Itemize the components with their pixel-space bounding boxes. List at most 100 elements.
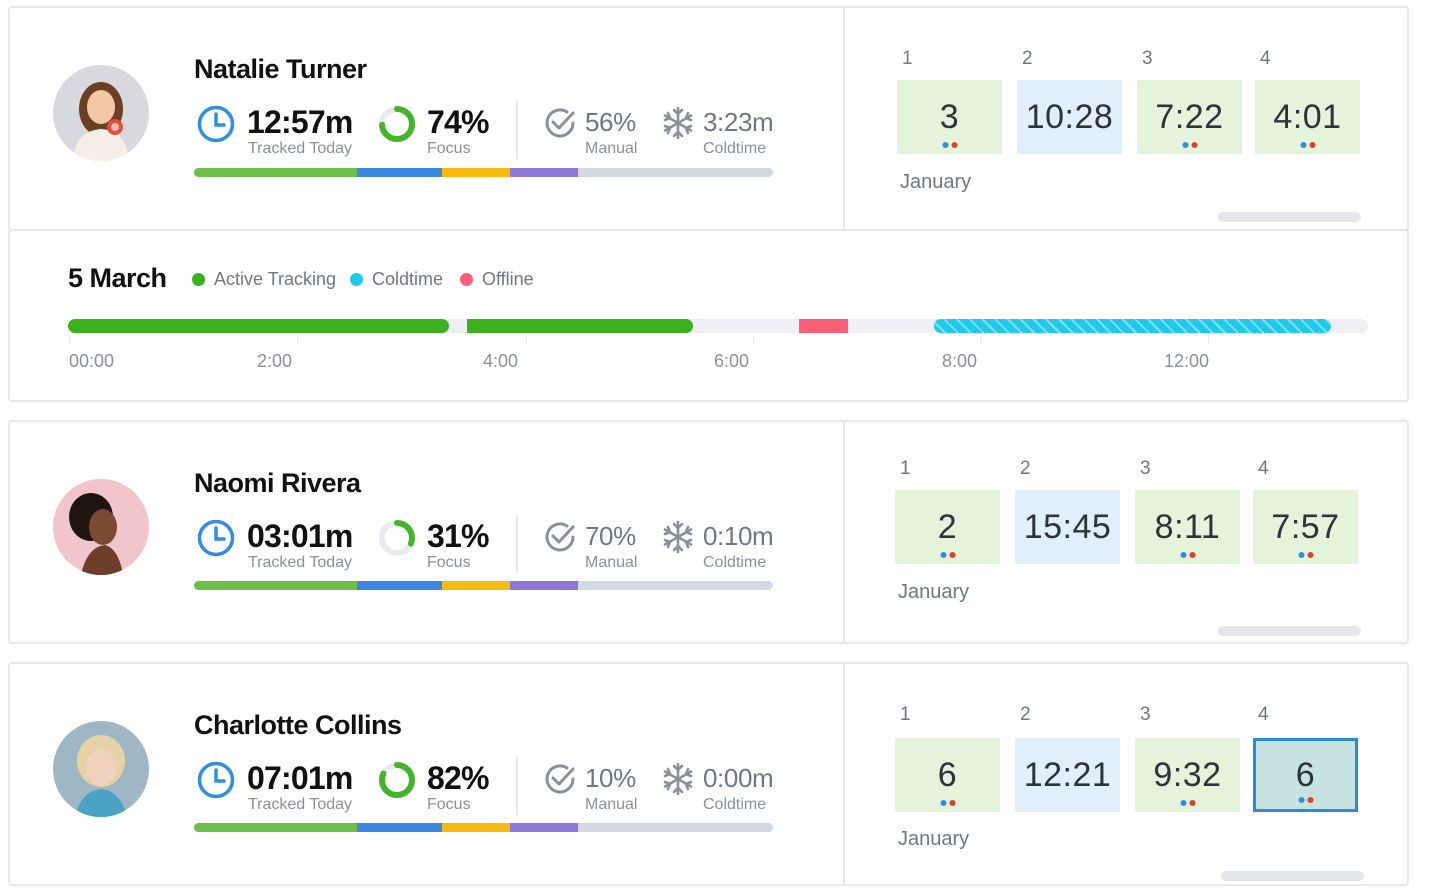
cell-value: 4:01 xyxy=(1273,97,1342,136)
user-summary: Charlotte Collins 07:01m Tracked Today 8… xyxy=(10,664,845,884)
column-number: 1 xyxy=(900,458,911,479)
coldtime-label: Coldtime xyxy=(703,140,767,157)
column-number: 3 xyxy=(1140,704,1151,725)
tick-label: 6:00 xyxy=(714,351,750,371)
calendar-cell[interactable]: 6 xyxy=(895,738,1000,812)
manual-label: Manual xyxy=(585,140,638,157)
activity-progress-bar xyxy=(194,581,773,590)
legend-label: Active Tracking xyxy=(214,269,337,289)
activity-progress-bar xyxy=(194,168,773,177)
calendar-panel: 1 2 3 4 3 10:28 7:22 4:01 January xyxy=(843,8,1407,229)
column-number: 4 xyxy=(1260,48,1271,69)
tick-label: 8:00 xyxy=(942,351,978,371)
tick-label: 2:00 xyxy=(257,351,293,371)
column-number: 4 xyxy=(1258,704,1269,725)
status-dots xyxy=(1182,142,1197,148)
column-number: 2 xyxy=(1020,704,1031,725)
offline-segment[interactable] xyxy=(799,319,848,333)
column-number: 1 xyxy=(902,48,913,69)
column-number: 3 xyxy=(1140,458,1151,479)
cell-value: 6 xyxy=(1295,755,1316,794)
manual-value: 56% xyxy=(585,107,636,137)
coldtime-segment[interactable] xyxy=(934,319,1331,333)
cell-value: 6 xyxy=(937,755,958,794)
tracked-time: 12:57m xyxy=(247,104,353,140)
timeline-track[interactable] xyxy=(68,319,1368,333)
user-card-natalie: Natalie Turner 12:57m Tracked Today 74% … xyxy=(8,6,1409,231)
calendar-cell[interactable]: 15:45 xyxy=(1015,490,1120,564)
timeline-date: 5 March xyxy=(68,263,167,293)
calendar-cell[interactable]: 9:32 xyxy=(1135,738,1240,812)
column-number: 2 xyxy=(1020,458,1031,479)
user-card-charlotte: Charlotte Collins 07:01m Tracked Today 8… xyxy=(8,662,1409,886)
active-segment[interactable] xyxy=(467,319,693,333)
tick-mark xyxy=(69,337,70,345)
tick-mark xyxy=(980,337,981,345)
day-timeline-card: 5 March Active Tracking Coldtime Offline… xyxy=(8,229,1409,402)
calendar-cell[interactable]: 2 xyxy=(895,490,1000,564)
manual-label: Manual xyxy=(585,554,638,571)
cell-value: 15:45 xyxy=(1023,507,1112,546)
manual-label: Manual xyxy=(585,796,638,813)
avatar[interactable] xyxy=(53,65,149,161)
clock-icon xyxy=(197,519,235,557)
coldtime-label: Coldtime xyxy=(703,554,767,571)
focus-label: Focus xyxy=(427,796,471,813)
calendar-cell-selected[interactable]: 6 xyxy=(1253,738,1358,812)
focus-value: 74% xyxy=(427,104,489,140)
activity-progress-bar xyxy=(194,823,773,832)
horizontal-scrollbar[interactable] xyxy=(1221,871,1364,881)
legend-dot xyxy=(192,273,205,286)
active-segment[interactable] xyxy=(68,319,449,333)
tick-label: 00:00 xyxy=(69,351,115,371)
user-name[interactable]: Natalie Turner xyxy=(194,54,367,84)
calendar-cell[interactable]: 7:22 xyxy=(1137,80,1242,154)
legend-label: Coldtime xyxy=(372,269,444,289)
user-summary: Naomi Rivera 03:01m Tracked Today 31% Fo… xyxy=(10,422,845,642)
calendar-cell[interactable]: 7:57 xyxy=(1253,490,1358,564)
avatar[interactable] xyxy=(53,479,149,575)
horizontal-scrollbar[interactable] xyxy=(1218,212,1361,222)
column-number: 1 xyxy=(900,704,911,725)
status-dots xyxy=(1180,800,1195,806)
focus-value: 31% xyxy=(427,518,489,554)
focus-label: Focus xyxy=(427,554,471,571)
focus-value: 82% xyxy=(427,760,489,796)
tick-label: 12:00 xyxy=(1164,351,1210,371)
coldtime-label: Coldtime xyxy=(703,796,767,813)
tracked-time: 07:01m xyxy=(247,760,353,796)
horizontal-scrollbar[interactable] xyxy=(1218,626,1361,636)
clock-icon xyxy=(197,105,235,143)
calendar-cell[interactable]: 4:01 xyxy=(1255,80,1360,154)
status-dots xyxy=(940,552,955,558)
legend-dot xyxy=(460,273,473,286)
tracked-time: 03:01m xyxy=(247,518,353,554)
focus-ring-icon xyxy=(379,106,415,142)
calendar-cell[interactable]: 8:11 xyxy=(1135,490,1240,564)
tick-mark xyxy=(753,337,754,345)
user-name[interactable]: Naomi Rivera xyxy=(194,468,361,498)
avatar[interactable] xyxy=(53,721,149,817)
legend-offline: Offline xyxy=(460,269,534,290)
tick-mark xyxy=(526,337,527,345)
status-dots xyxy=(1180,552,1195,558)
column-number: 3 xyxy=(1142,48,1153,69)
month-label: January xyxy=(898,581,970,603)
cell-value: 2 xyxy=(937,507,958,546)
legend-coldtime: Coldtime xyxy=(350,269,443,290)
calendar-cell[interactable]: 3 xyxy=(897,80,1002,154)
user-name[interactable]: Charlotte Collins xyxy=(194,710,402,740)
status-dots xyxy=(1298,797,1313,803)
column-number: 4 xyxy=(1258,458,1269,479)
legend-dot xyxy=(350,273,363,286)
month-label: January xyxy=(898,828,970,850)
month-label: January xyxy=(900,171,972,193)
calendar-panel: 1 2 3 4 6 12:21 9:32 6 January xyxy=(843,664,1407,884)
stats-divider xyxy=(516,757,518,815)
manual-value: 10% xyxy=(585,763,636,793)
status-dots xyxy=(1300,142,1315,148)
calendar-cell[interactable]: 12:21 xyxy=(1015,738,1120,812)
coldtime-value: 3:23m xyxy=(703,107,774,137)
calendar-cell[interactable]: 10:28 xyxy=(1017,80,1122,154)
focus-ring-icon xyxy=(379,762,415,798)
